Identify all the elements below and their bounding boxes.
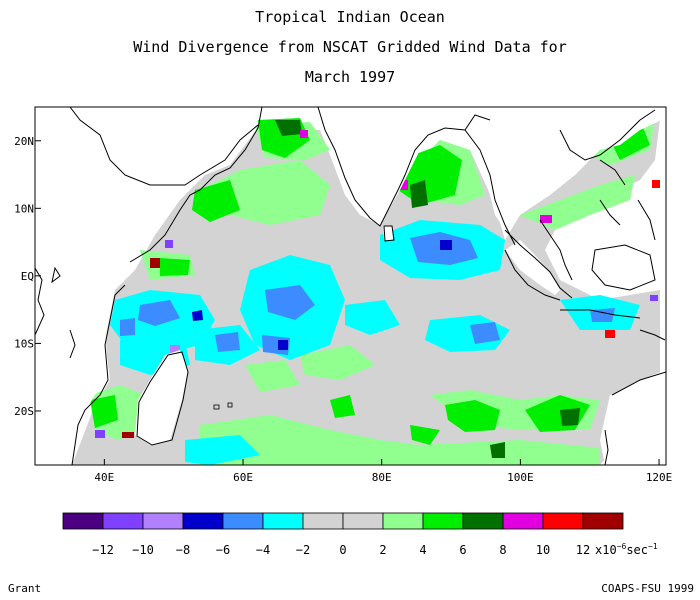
x-tick-label: 120E (646, 471, 673, 484)
colorbar-unit: x10−6sec−1 (595, 542, 658, 557)
land-mask (35, 107, 666, 465)
x-tick-label: 40E (94, 471, 114, 484)
colorbar-swatch (262, 512, 304, 530)
colorbar-label: −6 (216, 543, 230, 557)
colorbar-label: 0 (339, 543, 346, 557)
colorbar-label: 4 (419, 543, 426, 557)
y-tick-label: 10S (14, 337, 34, 350)
chart-title-line-3: March 1997 (304, 68, 396, 86)
colorbar-swatch (502, 512, 544, 530)
colorbar-swatch (222, 512, 264, 530)
colorbar-label: 8 (499, 543, 506, 557)
colorbar-label: −2 (296, 543, 310, 557)
divergence-field (35, 107, 666, 465)
colorbar-swatch (542, 512, 584, 530)
colorbar-swatch (422, 512, 464, 530)
colorbar: −12 −10 −8 −6 −4 −2 0 2 4 6 8 10 12 x10−6sec−1 (62, 512, 658, 557)
colorbar-label: 6 (459, 543, 466, 557)
credit-right: COAPS-FSU 1999 (601, 582, 694, 595)
y-tick-label: 20N (14, 135, 34, 148)
plot-frame (34, 106, 667, 466)
field-level-6 (275, 120, 580, 458)
axes: 40E 60E 80E 100E 120E 20N 10N EQ 10S 20S (14, 135, 672, 484)
x-tick-label: 100E (507, 471, 534, 484)
colorbar-swatch (582, 512, 624, 530)
colorbar-swatch (302, 512, 344, 530)
colorbar-label: 10 (536, 543, 550, 557)
colorbar-label: −8 (176, 543, 190, 557)
colorbar-label: 2 (379, 543, 386, 557)
colorbar-swatch (462, 512, 504, 530)
colorbar-label: −4 (256, 543, 270, 557)
coastlines (35, 107, 666, 465)
colorbar-swatch (382, 512, 424, 530)
y-tick-label: 20S (14, 405, 34, 418)
colorbar-swatch (342, 512, 384, 530)
colorbar-label: −12 (92, 543, 114, 557)
chart-title-line-2: Wind Divergence from NSCAT Gridded Wind … (133, 38, 567, 56)
colorbar-swatch (102, 512, 144, 530)
field-level-minus-6 (120, 232, 615, 355)
colorbar-label: −10 (132, 543, 154, 557)
colorbar-swatch (62, 512, 104, 530)
colorbar-swatch (142, 512, 184, 530)
x-tick-label: 60E (233, 471, 253, 484)
colorbar-label: 12 (576, 543, 590, 557)
x-tick-label: 80E (372, 471, 392, 484)
field-level-minus-8 (192, 240, 452, 350)
credit-left: Grant (8, 582, 42, 595)
y-tick-label: EQ (21, 270, 34, 283)
chart-title-line-1: Tropical Indian Ocean (255, 8, 445, 26)
field-level-4 (90, 118, 650, 445)
colorbar-swatch (182, 512, 224, 530)
y-tick-label: 10N (14, 202, 34, 215)
